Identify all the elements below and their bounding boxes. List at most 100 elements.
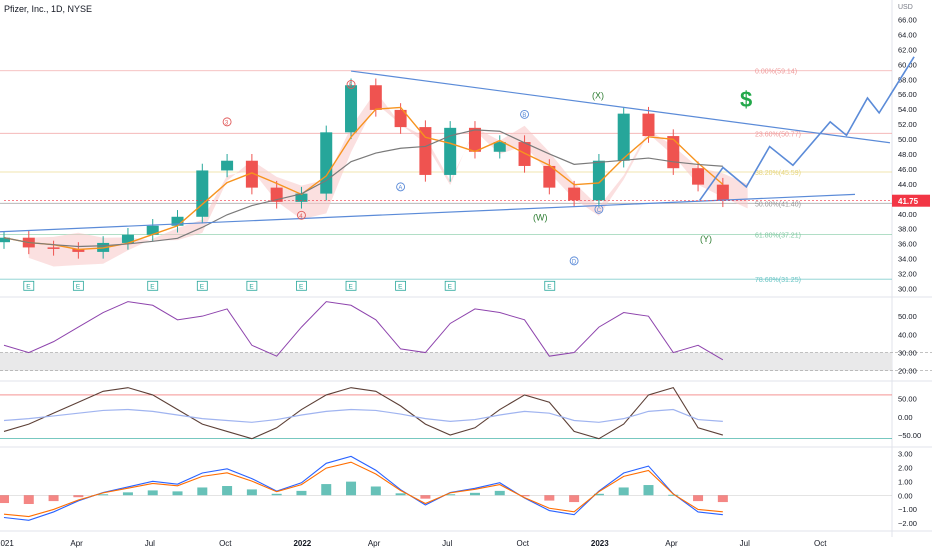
candle-body bbox=[667, 136, 680, 169]
e-label: E bbox=[150, 283, 155, 290]
candle-body bbox=[568, 187, 581, 201]
e-marker bbox=[296, 280, 307, 291]
wave-marker bbox=[346, 80, 356, 89]
x-tick-label: Oct bbox=[517, 539, 530, 548]
e-marker bbox=[23, 280, 35, 291]
wave-x-label: (X) bbox=[592, 91, 604, 101]
macd-hist-bar bbox=[668, 494, 679, 496]
wave-y-label: (Y) bbox=[700, 234, 712, 244]
candle-body bbox=[221, 160, 234, 171]
price-tick-label: 64.00 bbox=[898, 30, 917, 39]
ma-fast-line bbox=[3, 106, 724, 251]
x-tick-label: 2023 bbox=[591, 539, 609, 548]
last-price-badge bbox=[892, 194, 930, 207]
e-marker bbox=[544, 280, 556, 291]
candle-body bbox=[444, 127, 457, 175]
fib-label-2: 38.20%(45.59) bbox=[755, 170, 801, 177]
macd-tick-label: −2.00 bbox=[898, 519, 917, 528]
yaxis-unit: USD bbox=[898, 4, 913, 11]
stoch-line bbox=[3, 387, 724, 440]
ma-slow-line bbox=[3, 129, 723, 248]
stoch-tick-label: 0.00 bbox=[898, 413, 913, 422]
rsi-band bbox=[0, 352, 892, 371]
macd-hist-bar bbox=[321, 484, 332, 496]
stoch-tick-label: 50.00 bbox=[898, 395, 917, 404]
rsi-tick-label: 30.00 bbox=[898, 349, 917, 358]
x-tick-label: Apr bbox=[665, 539, 678, 548]
macd-hist-bar bbox=[0, 495, 9, 504]
macd-hist-bar bbox=[296, 490, 307, 496]
macd-hist-bar bbox=[197, 487, 208, 496]
wave-w-label: (W) bbox=[533, 213, 548, 223]
macd-tick-label: 1.00 bbox=[898, 477, 913, 486]
macd-hist-bar bbox=[643, 485, 654, 496]
x-tick-label: Oct bbox=[814, 539, 827, 548]
wave-label: 5 bbox=[349, 83, 353, 89]
macd-hist-bar bbox=[395, 493, 406, 496]
price-tick-label: 66.00 bbox=[898, 15, 917, 24]
price-tick-label: 54.00 bbox=[898, 105, 917, 114]
x-tick-label: 2022 bbox=[293, 539, 311, 548]
price-tick-label: 32.00 bbox=[898, 270, 917, 279]
macd-tick-label: 2.00 bbox=[898, 463, 913, 472]
upper-trendline bbox=[350, 70, 891, 144]
wave-label: A bbox=[398, 185, 402, 191]
wave-marker bbox=[520, 109, 529, 119]
e-label: E bbox=[76, 283, 81, 290]
e-marker bbox=[395, 280, 407, 291]
macd-signal-line bbox=[3, 461, 723, 518]
macd-hist-bar bbox=[346, 481, 357, 496]
price-tick-label: 62.00 bbox=[898, 45, 917, 54]
candle-body bbox=[468, 127, 481, 152]
candle-body bbox=[121, 234, 134, 243]
x-tick-label: 2021 bbox=[0, 539, 14, 548]
macd-hist-bar bbox=[370, 486, 381, 496]
macd-hist-bar bbox=[147, 490, 158, 496]
x-tick-label: Oct bbox=[219, 539, 232, 548]
e-label: E bbox=[398, 283, 403, 290]
candle-body bbox=[320, 132, 333, 194]
wave-marker bbox=[222, 117, 232, 127]
macd-hist-bar bbox=[445, 494, 456, 496]
e-marker bbox=[196, 280, 208, 291]
price-tick-label: 56.00 bbox=[898, 90, 917, 99]
candle-body bbox=[369, 85, 382, 110]
candle-body bbox=[245, 160, 258, 188]
candle-body bbox=[419, 127, 432, 175]
fib-label-5: 78.60%(31.25) bbox=[755, 277, 801, 284]
e-marker bbox=[147, 280, 159, 291]
macd-hist-bar bbox=[172, 491, 183, 496]
macd-hist-bar bbox=[420, 495, 431, 499]
macd-tick-label: 0.00 bbox=[898, 491, 913, 500]
projection-path bbox=[699, 56, 915, 201]
e-label: E bbox=[249, 283, 254, 290]
candle-body bbox=[543, 165, 556, 188]
macd-hist-bar bbox=[73, 495, 84, 498]
dollar-annotation: $ bbox=[740, 87, 752, 112]
wave-marker bbox=[396, 182, 406, 192]
wave-marker bbox=[594, 204, 604, 214]
macd-tick-label: 3.00 bbox=[898, 450, 913, 459]
candle-body bbox=[196, 170, 209, 217]
e-marker bbox=[72, 280, 84, 291]
e-marker bbox=[246, 280, 258, 291]
price-tick-label: 46.00 bbox=[898, 165, 917, 174]
e-label: E bbox=[200, 283, 205, 290]
wave-label: 4 bbox=[299, 214, 303, 220]
fib-label-3: 50.00%(41.40) bbox=[755, 201, 801, 208]
macd-hist-bar bbox=[122, 492, 133, 496]
candle-body bbox=[270, 187, 283, 202]
candle-body bbox=[642, 113, 655, 137]
macd-hist-bar bbox=[519, 495, 530, 497]
last-price-text: 41.75 bbox=[898, 197, 919, 206]
candle-body bbox=[47, 247, 60, 249]
macd-tick-label: −1.00 bbox=[898, 505, 917, 514]
stoch-signal bbox=[3, 408, 723, 423]
macd-hist-bar bbox=[48, 495, 59, 502]
macd-hist-bar bbox=[693, 495, 704, 502]
price-tick-label: 38.00 bbox=[898, 225, 917, 234]
x-tick-label: Apr bbox=[70, 539, 83, 548]
macd-hist-bar bbox=[494, 490, 505, 496]
x-tick-label: Jul bbox=[740, 539, 750, 548]
